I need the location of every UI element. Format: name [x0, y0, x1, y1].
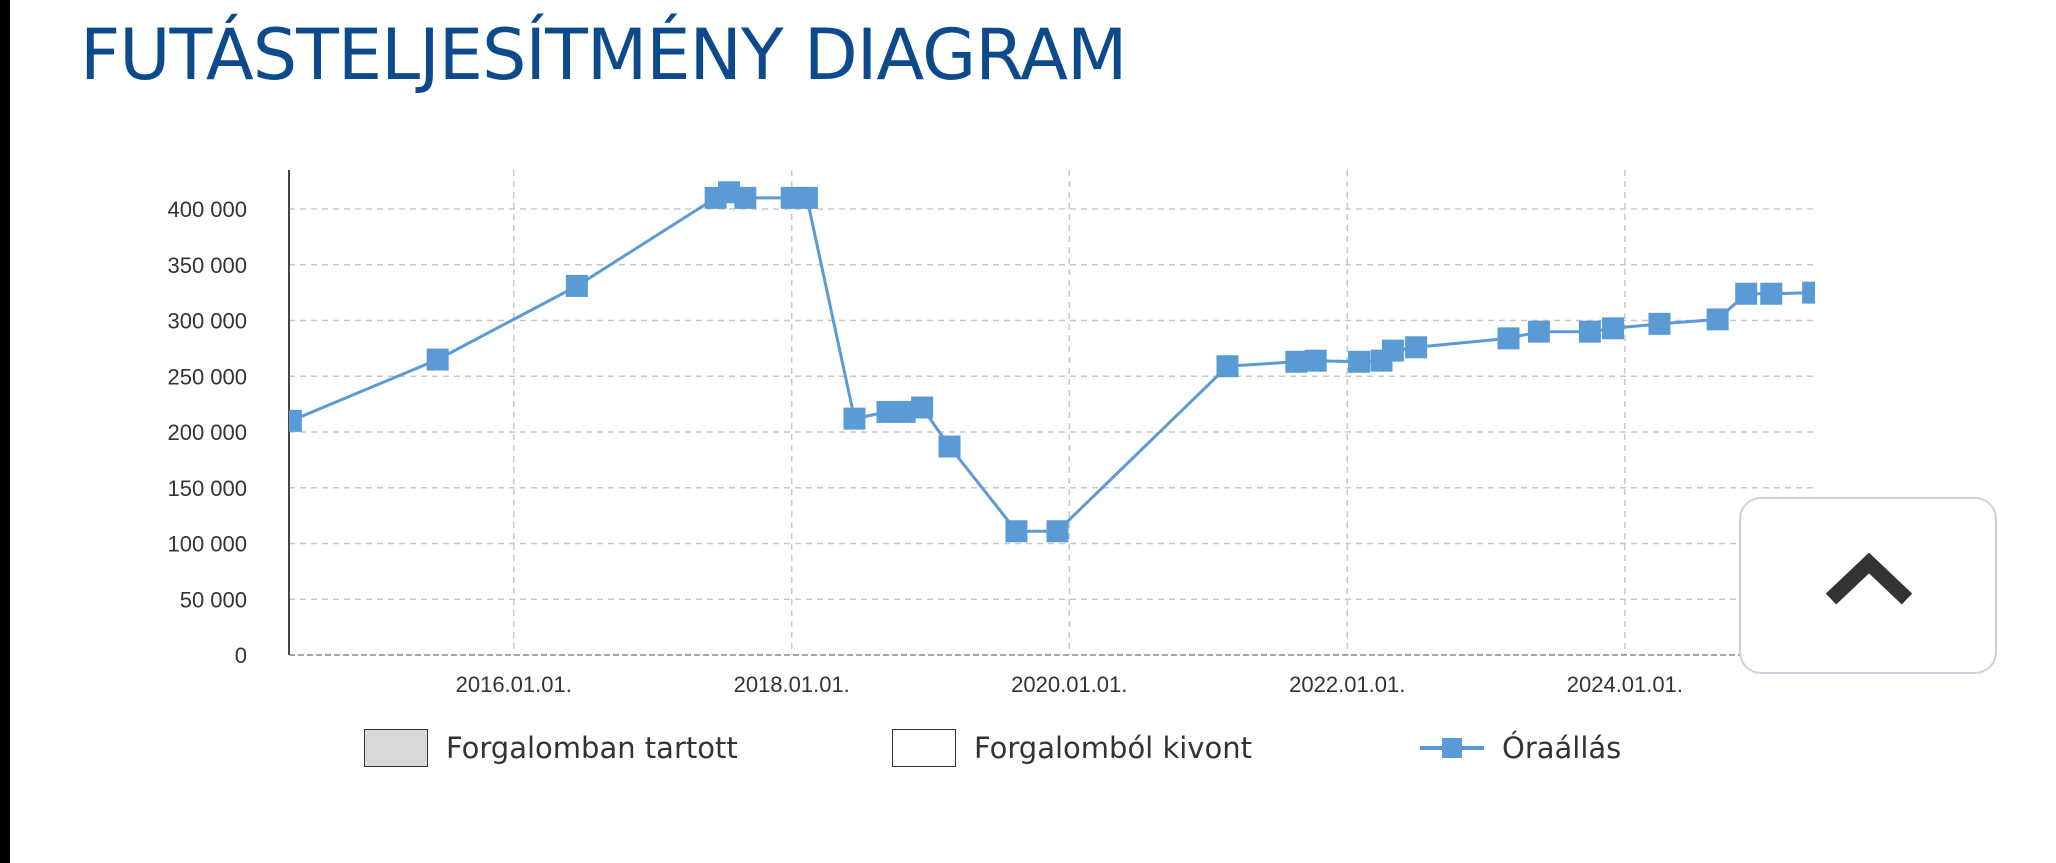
data-point [1005, 520, 1028, 543]
legend-label-odometer: Óraállás [1502, 731, 1622, 765]
data-point [1869, 214, 1891, 236]
chevron-up-icon [1825, 552, 1913, 605]
legend-item-in-service[interactable]: Forgalomban tartott [364, 727, 738, 769]
data-point [1304, 349, 1327, 372]
data-point [1381, 339, 1404, 362]
legend-label-in-service: Forgalomban tartott [446, 731, 738, 765]
data-point [1706, 308, 1729, 331]
series-line [290, 190, 1815, 533]
legend-label-withdrawn: Forgalomból kivont [974, 731, 1252, 765]
scroll-to-top-button[interactable] [1739, 497, 1997, 674]
data-point [426, 348, 449, 371]
chart-series [289, 181, 1902, 543]
data-point [1348, 350, 1371, 373]
data-point [1735, 282, 1758, 305]
data-point [843, 407, 866, 430]
data-point [1285, 350, 1308, 373]
y-tick-label: 100 000 [167, 532, 247, 557]
legend-swatch-in-service [364, 729, 428, 767]
data-point [938, 435, 961, 458]
chart-grid [289, 170, 1815, 655]
y-tick-label: 0 [235, 643, 247, 668]
y-tick-label: 300 000 [167, 309, 247, 334]
x-tick-label: 2018.01.01. [734, 672, 850, 697]
left-edge-bar [0, 0, 10, 863]
data-point [893, 400, 916, 423]
data-point [734, 186, 757, 209]
x-tick-label: 2020.01.01. [1011, 672, 1127, 697]
x-tick-label: 2022.01.01. [1289, 672, 1405, 697]
data-point [1834, 223, 1856, 245]
x-tick-label: 2024.01.01. [1567, 672, 1683, 697]
data-point [289, 409, 302, 432]
legend-item-withdrawn[interactable]: Forgalomból kivont [892, 727, 1252, 769]
legend-item-odometer[interactable]: Óraállás [1420, 727, 1621, 769]
data-point [1497, 327, 1520, 350]
x-tick-label: 2016.01.01. [456, 672, 572, 697]
data-point [911, 396, 934, 419]
data-point [1578, 320, 1601, 343]
chart-axes: 0 50 000 100 000 150 000 200 000 250 000 300 0… [167, 170, 1815, 697]
y-tick-label: 400 000 [167, 197, 247, 222]
data-point [795, 186, 818, 209]
data-point [1046, 520, 1069, 543]
data-point [1405, 336, 1428, 359]
y-tick-label: 150 000 [167, 476, 247, 501]
chart-legend: Forgalomban tartott Forgalomból kivont Ó… [0, 727, 2056, 777]
data-point [876, 400, 899, 423]
data-point [1855, 220, 1877, 242]
data-point [1880, 351, 1902, 373]
y-tick-label: 350 000 [167, 253, 247, 278]
data-point [1527, 320, 1550, 343]
data-point [1602, 317, 1625, 340]
data-point [1802, 281, 1815, 304]
data-point [1760, 282, 1783, 305]
legend-swatch-withdrawn [892, 729, 956, 767]
legend-swatch-odometer [1420, 729, 1484, 767]
y-tick-label: 200 000 [167, 420, 247, 445]
y-tick-label: 250 000 [167, 364, 247, 389]
data-point [565, 274, 588, 297]
data-point [1216, 355, 1239, 378]
page-title: FUTÁSTELJESÍTMÉNY DIAGRAM [80, 14, 1127, 96]
data-point [1648, 312, 1671, 335]
y-tick-label: 50 000 [180, 587, 247, 612]
